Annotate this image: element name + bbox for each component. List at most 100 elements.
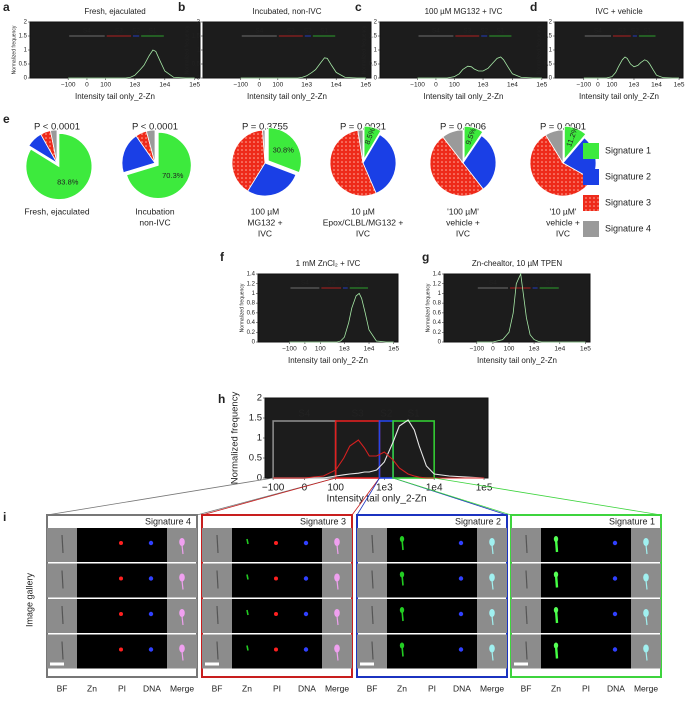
y-tick-label: 1 [438, 291, 442, 297]
sperm-outline [525, 534, 528, 554]
y-tick-label: 0 [549, 76, 553, 82]
y-axis-label: Normalized frequency [239, 283, 245, 332]
x-tick-label: 100 [272, 82, 283, 89]
cell-image [571, 563, 601, 598]
y-tick-label: 0.2 [433, 330, 442, 336]
gate-label: S2 [341, 280, 349, 287]
x-tick-label: 1e3 [339, 346, 350, 353]
y-tick-label: 0 [252, 340, 256, 346]
y-tick-label: 1 [374, 48, 378, 54]
y-tick-label: 0 [24, 76, 28, 82]
gate-label: S3 [516, 280, 524, 287]
gate-label: S4 [255, 28, 263, 35]
x-tick-label: 1e5 [189, 82, 200, 89]
y-tick-label: 1.5 [544, 34, 553, 40]
pie-caption: IVC [556, 228, 570, 238]
pie-slice [267, 127, 302, 174]
group-title: Signature 1 [609, 516, 655, 526]
histogram-title: Zn-chealtor, 10 µM TPEN [472, 259, 562, 268]
merge-tail [336, 615, 339, 626]
x-axis-label: Intensity tail only_2-Zn [423, 92, 503, 101]
column-label: Zn [551, 683, 561, 693]
panel-letter: b [178, 0, 185, 14]
merge-signal [334, 538, 340, 546]
histogram-title: IVC + vehicle [595, 7, 643, 16]
column-label: Zn [242, 683, 252, 693]
p-value: P < 0.0001 [132, 122, 178, 133]
cell-image [232, 563, 262, 598]
x-tick-label: 100 [315, 346, 326, 353]
dna-signal [148, 576, 154, 581]
zn-head [553, 642, 559, 649]
dna-signal [148, 611, 154, 617]
pie-slice [49, 129, 58, 164]
sperm-outline [371, 534, 374, 554]
dna-signal [612, 540, 618, 546]
dna-signal [148, 540, 154, 546]
y-tick-label: 1.2 [247, 281, 256, 287]
x-tick-label: 1e4 [426, 483, 443, 494]
panel-letter: e [3, 112, 10, 126]
x-tick-label: −100 [61, 82, 76, 89]
merge-tail [181, 651, 184, 661]
cell-image [292, 634, 322, 669]
dna-signal [458, 576, 464, 581]
pie-value-label: 70.3% [162, 171, 184, 180]
pie-caption: 10 µM [351, 206, 375, 216]
gate-label: S4 [301, 280, 309, 287]
legend-swatch [583, 221, 599, 237]
merge-tail [181, 580, 184, 590]
cell-image [571, 528, 601, 562]
cell-image [137, 563, 167, 598]
x-axis-label: Intensity tail only_2-Zn [247, 92, 327, 101]
sperm-outline [216, 641, 219, 660]
pie-caption: IVC [356, 228, 370, 238]
dna-signal [612, 647, 618, 652]
pi-signal [274, 576, 278, 581]
scale-bar [205, 662, 219, 666]
merge-signal [643, 609, 649, 617]
x-tick-label: 0 [303, 346, 307, 353]
y-axis-label: Normalized frequency [230, 392, 241, 485]
pie-caption: 100 µM [251, 206, 280, 216]
x-tick-label: 1e4 [651, 82, 662, 89]
pie-slice [529, 134, 593, 197]
column-label: Zn [87, 683, 97, 693]
cell-image [601, 599, 631, 633]
pi-signal [119, 647, 123, 652]
x-axis-label: Intensity tail only_2-Zn [288, 356, 368, 365]
gate-label: S3 [351, 409, 364, 420]
zn-signal [246, 574, 249, 580]
histogram-curve [68, 49, 195, 79]
x-tick-label: 0 [491, 346, 495, 353]
y-tick-label: 0.8 [247, 301, 256, 307]
column-label: Zn [397, 683, 407, 693]
x-tick-label: 1e4 [364, 346, 375, 353]
x-tick-label: 100 [327, 483, 344, 494]
cell-image [107, 599, 137, 633]
y-axis-label: Normalized frequency [361, 25, 367, 74]
sperm-outline [61, 534, 64, 554]
y-axis-label: Normalized frequency [536, 25, 542, 74]
y-tick-label: 2 [257, 393, 262, 404]
x-tick-label: 1e3 [478, 82, 489, 89]
gate-connector [392, 477, 512, 516]
dna-signal [303, 540, 309, 546]
merge-tail [645, 651, 648, 661]
merge-tail [491, 544, 494, 555]
y-tick-label: 1 [257, 433, 262, 444]
sperm-outline [61, 605, 64, 625]
gate-label: S1 [408, 409, 421, 420]
x-axis-label: Intensity tail only_2-Zn [477, 356, 557, 365]
y-tick-label: 2 [549, 20, 553, 26]
column-label: DNA [143, 683, 161, 693]
histogram-curve [289, 292, 394, 343]
sperm-outline [371, 570, 374, 589]
histogram-curve [273, 419, 485, 479]
pie-caption: '100 µM' [447, 206, 479, 216]
merge-tail [645, 615, 648, 626]
y-tick-label: 0 [257, 473, 262, 484]
y-tick-label: 2 [24, 20, 28, 26]
pie-caption: vehicle + [446, 217, 480, 227]
pie-caption: '10 µM' [549, 206, 576, 216]
